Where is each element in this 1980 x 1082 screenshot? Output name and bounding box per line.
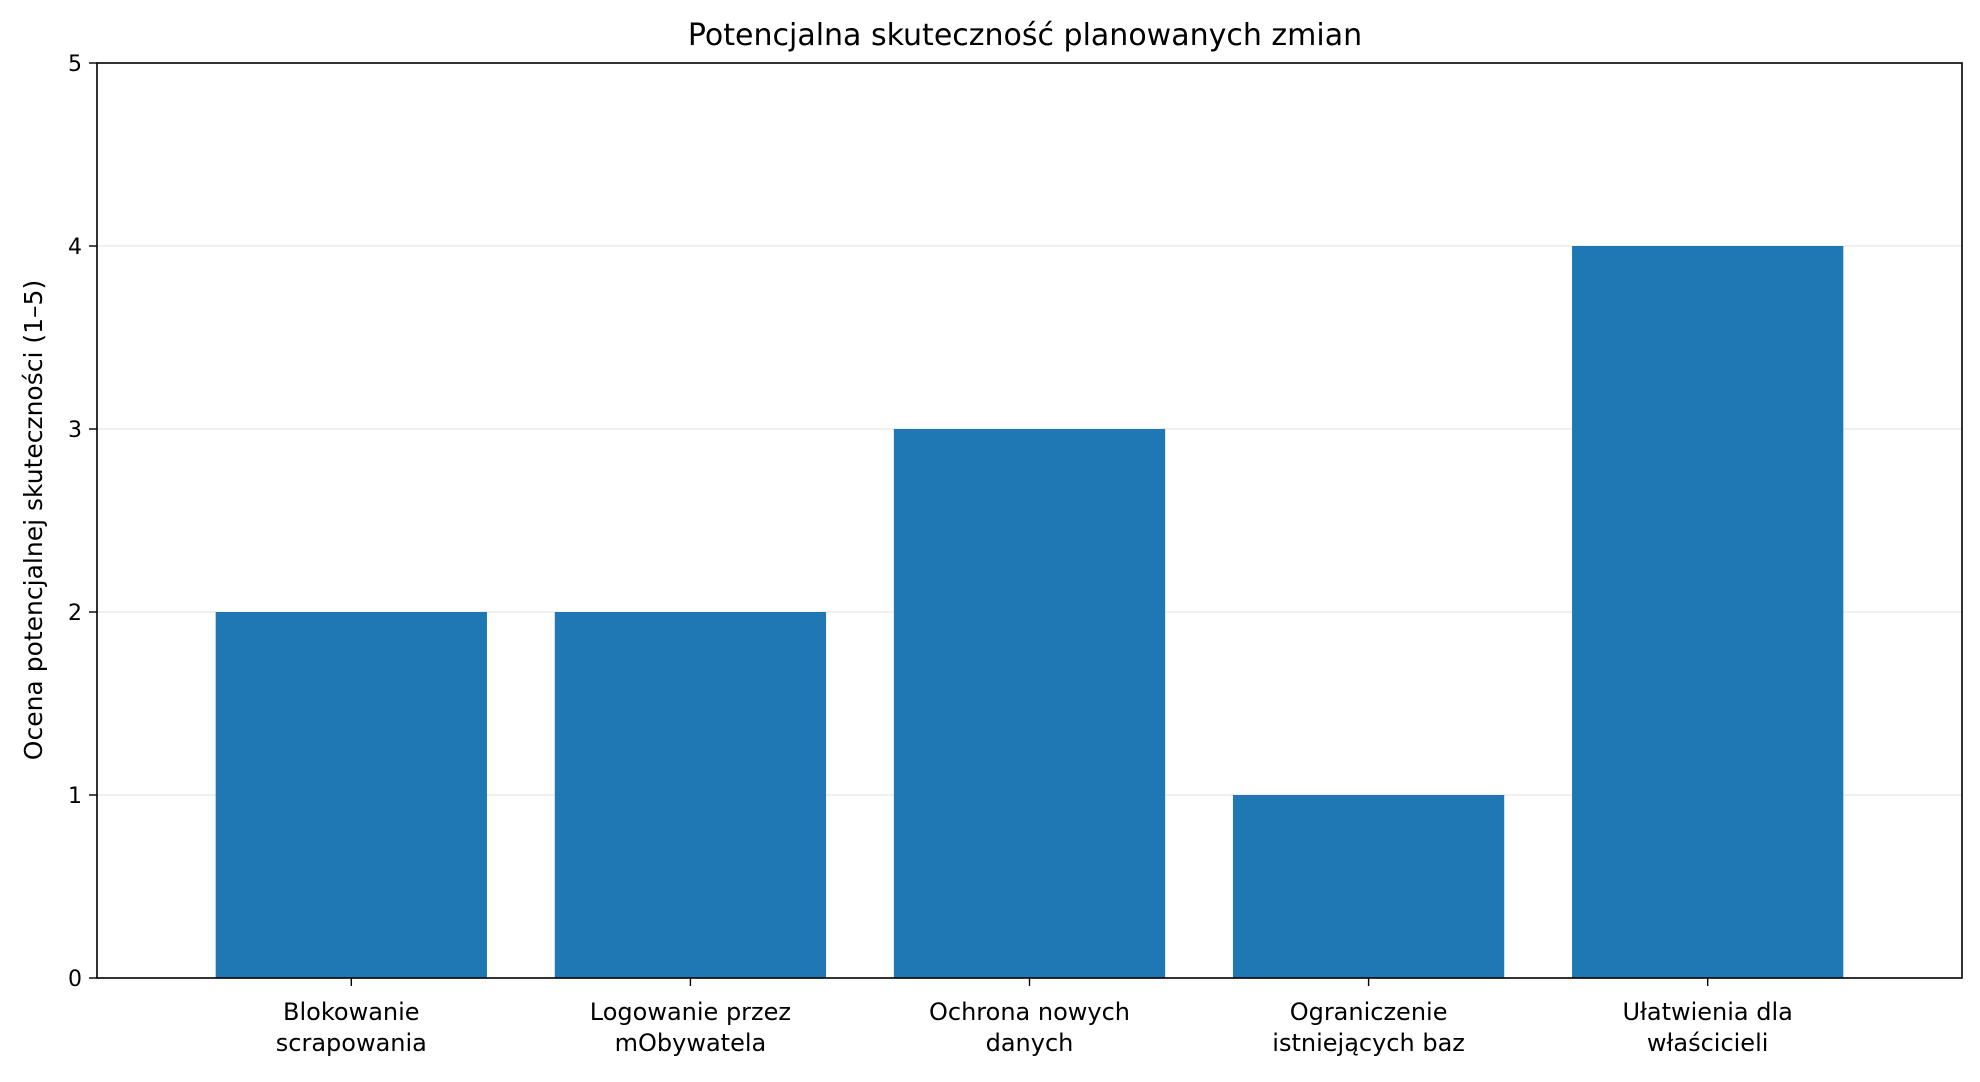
y-axis-label: Ocena potencjalnej skuteczności (1–5) [19, 280, 48, 760]
x-tick-label-line: Ochrona nowych [929, 998, 1130, 1026]
x-tick-label: Blokowanie scrapowania [276, 998, 427, 1057]
bar [215, 612, 487, 978]
x-tick-label-line: Ułatwienia dla [1622, 998, 1792, 1026]
x-tick-label: Ograniczenie istniejących baz [1272, 998, 1465, 1057]
y-axis-ticks: 0 1 2 3 4 5 [68, 52, 97, 992]
x-tick-label-line: danych [986, 1029, 1074, 1057]
y-tick-label: 3 [68, 418, 82, 443]
y-tick-label: 1 [68, 784, 82, 809]
x-tick-label: Ułatwienia dla właścicieli [1622, 998, 1792, 1057]
y-tick-label: 4 [68, 235, 82, 260]
bar [554, 612, 827, 978]
bar [1232, 795, 1505, 978]
x-axis-ticks: Blokowanie scrapowania Logowanie przez mOby… [276, 978, 1793, 1057]
bar [1572, 246, 1844, 978]
bar [893, 429, 1166, 978]
x-tick-label-line: Ograniczenie [1290, 998, 1448, 1026]
x-tick-label-line: istniejących baz [1272, 1029, 1465, 1057]
x-tick-label-line: Blokowanie [283, 998, 420, 1026]
y-tick-label: 0 [68, 967, 82, 992]
x-tick-label-line: scrapowania [276, 1029, 427, 1057]
y-tick-label: 2 [68, 601, 82, 626]
bars [215, 246, 1844, 978]
x-tick-label-line: Logowanie przez [590, 998, 791, 1026]
x-tick-label: Logowanie przez mObywatela [590, 998, 791, 1057]
x-tick-label-line: mObywatela [615, 1029, 767, 1057]
chart-title: Potencjalna skuteczność planowanych zmia… [688, 18, 1362, 53]
x-tick-label: Ochrona nowych danych [929, 998, 1130, 1057]
y-tick-label: 5 [68, 52, 82, 77]
x-tick-label-line: właścicieli [1647, 1029, 1769, 1057]
